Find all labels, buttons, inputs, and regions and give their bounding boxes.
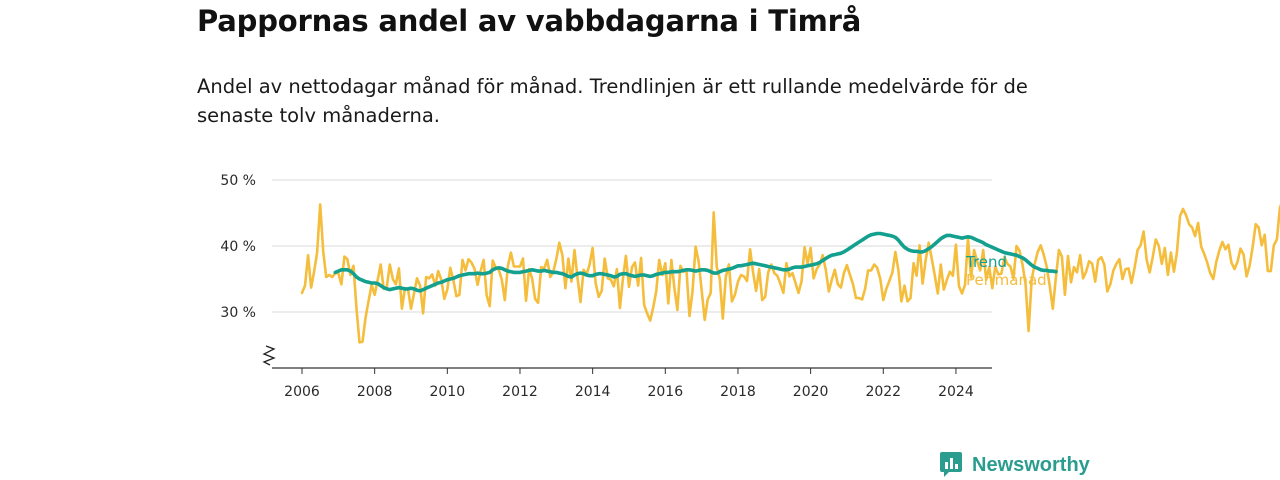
series-lines: [300, 203, 1280, 344]
brand-logo[interactable]: Newsworthy: [940, 452, 1090, 478]
monthly-line: [300, 203, 1280, 344]
x-tick-label: 2010: [429, 384, 465, 400]
chart-subtitle: Andel av nettodagar månad för månad. Tre…: [197, 75, 1028, 127]
newsworthy-logo-icon: [940, 452, 962, 477]
x-tick-label: 2008: [357, 384, 393, 400]
y-tick-label: 30 %: [220, 305, 256, 321]
series-label-monthly: Per månad: [966, 271, 1047, 289]
trend-line: [333, 231, 1058, 293]
x-tick-label: 2024: [938, 384, 974, 400]
x-tick-label: 2022: [865, 384, 901, 400]
axis-break-icon: [262, 345, 276, 366]
axis-break-zigzag: [262, 345, 276, 366]
y-axis-ticks: 30 % 40 % 50 %: [220, 173, 256, 321]
x-tick-label: 2020: [793, 384, 829, 400]
x-tick-label: 2018: [720, 384, 756, 400]
y-tick-label: 40 %: [220, 239, 256, 255]
x-tick-label: 2006: [284, 384, 320, 400]
brand-name: Newsworthy: [972, 453, 1090, 476]
y-tick-label: 50 %: [220, 173, 256, 189]
x-axis: 2006 2008 2010 2012 2014 2016 2018 2020 2022 2024: [272, 367, 992, 400]
x-tick-label: 2012: [502, 384, 538, 400]
x-tick-label: 2016: [647, 384, 683, 400]
chart-title: Pappornas andel av vabbdagarna i Timrå: [197, 4, 862, 38]
series-label-trend: Trend: [965, 253, 1007, 271]
grid-lines: [272, 179, 992, 313]
x-tick-label: 2014: [575, 384, 611, 400]
